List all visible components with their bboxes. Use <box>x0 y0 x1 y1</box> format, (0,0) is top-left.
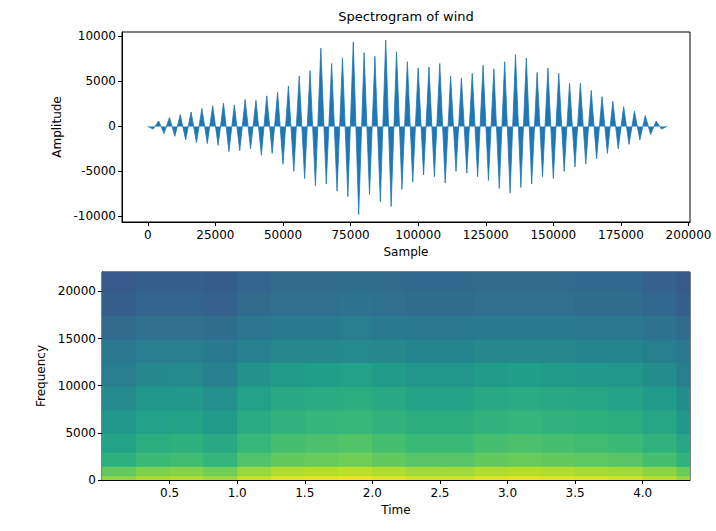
svg-text:Sample: Sample <box>384 245 429 259</box>
svg-text:175000: 175000 <box>598 228 644 242</box>
svg-text:Frequency: Frequency <box>34 345 48 407</box>
svg-text:5000: 5000 <box>85 74 116 88</box>
svg-text:-5000: -5000 <box>81 164 116 178</box>
svg-text:2.5: 2.5 <box>430 486 449 500</box>
svg-text:25000: 25000 <box>196 228 234 242</box>
svg-text:50000: 50000 <box>264 228 302 242</box>
svg-text:75000: 75000 <box>331 228 369 242</box>
svg-text:0.5: 0.5 <box>160 486 179 500</box>
svg-text:Spectrogram of wind: Spectrogram of wind <box>338 9 474 24</box>
svg-text:20000: 20000 <box>58 284 96 298</box>
svg-text:3.0: 3.0 <box>498 486 517 500</box>
svg-text:10000: 10000 <box>78 29 116 43</box>
svg-text:150000: 150000 <box>530 228 576 242</box>
svg-text:15000: 15000 <box>58 332 96 346</box>
svg-text:Amplitude: Amplitude <box>50 96 64 158</box>
svg-text:100000: 100000 <box>395 228 441 242</box>
svg-text:3.5: 3.5 <box>566 486 585 500</box>
svg-text:0: 0 <box>88 473 96 487</box>
svg-text:4.0: 4.0 <box>633 486 652 500</box>
svg-text:200000: 200000 <box>666 228 712 242</box>
svg-text:5000: 5000 <box>65 426 96 440</box>
svg-text:2.0: 2.0 <box>363 486 382 500</box>
svg-text:Time: Time <box>380 503 410 517</box>
svg-text:0: 0 <box>144 228 152 242</box>
svg-text:1.0: 1.0 <box>228 486 247 500</box>
svg-text:0: 0 <box>108 119 116 133</box>
svg-text:1.5: 1.5 <box>295 486 314 500</box>
svg-text:10000: 10000 <box>58 379 96 393</box>
svg-text:125000: 125000 <box>463 228 509 242</box>
svg-text:-10000: -10000 <box>73 209 116 223</box>
